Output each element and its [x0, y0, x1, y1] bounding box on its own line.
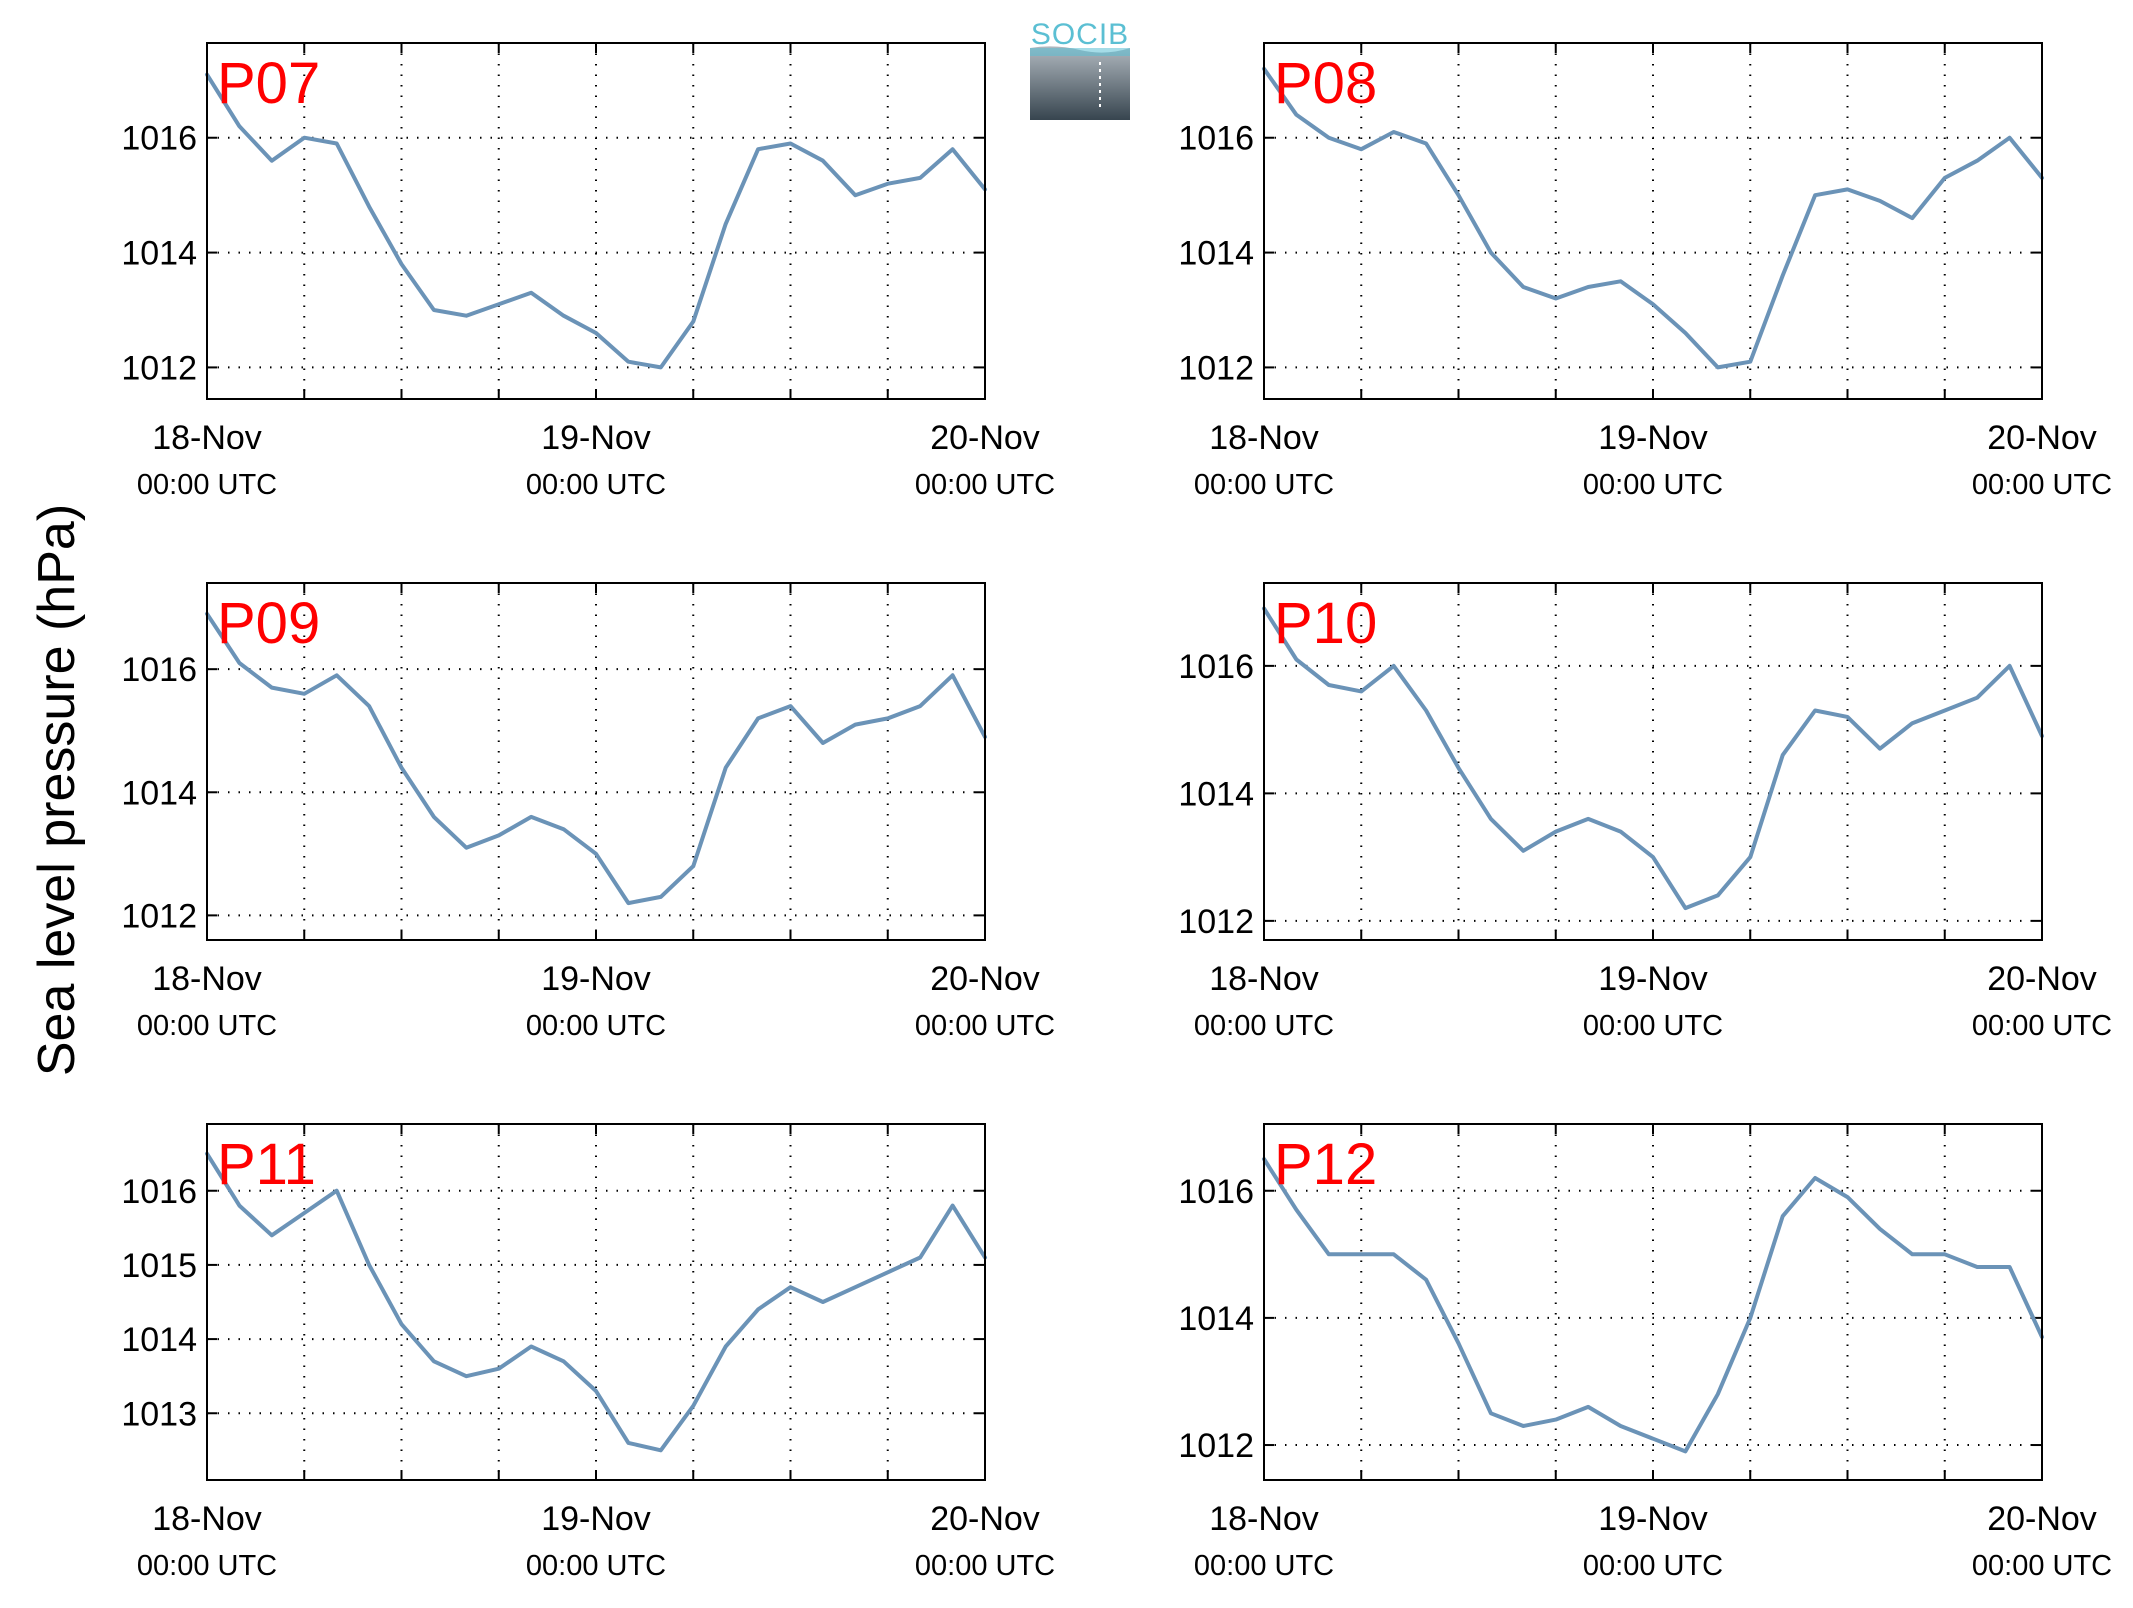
- axes-frame: [1263, 1123, 2043, 1481]
- y-tick-label: 1014: [1178, 235, 1254, 273]
- x-tick-label-date: 20-Nov: [1987, 419, 2097, 457]
- series-line: [1262, 1157, 2044, 1454]
- y-tick-label: 1016: [1178, 120, 1254, 158]
- y-axis-label: Sea level pressure (hPa): [28, 504, 86, 1076]
- x-tick-label-time: 00:00 UTC: [526, 1010, 666, 1042]
- x-tick-label-date: 18-Nov: [1209, 960, 1319, 998]
- x-tick-label-date: 18-Nov: [152, 1500, 262, 1538]
- x-tick-label-time: 00:00 UTC: [1583, 1010, 1723, 1042]
- x-tick-label-time: 00:00 UTC: [1583, 1550, 1723, 1582]
- panel-label: P10: [1274, 591, 1377, 656]
- x-tick-label-time: 00:00 UTC: [137, 1550, 277, 1582]
- x-tick-label-date: 20-Nov: [1987, 960, 2097, 998]
- x-tick-label-time: 00:00 UTC: [915, 469, 1055, 501]
- y-tick-label: 1012: [121, 349, 197, 387]
- x-tick-label-time: 00:00 UTC: [137, 469, 277, 501]
- panel-label: P08: [1274, 51, 1377, 116]
- panel-p08: 1012 1014 1016 18-Nov 00:00 UTC 19-Nov 00:00 U…: [1178, 42, 2112, 501]
- y-tick-label: 1012: [121, 897, 197, 935]
- y-tick-label: 1016: [121, 120, 197, 158]
- x-tick-label-date: 20-Nov: [930, 960, 1040, 998]
- y-tick-label: 1014: [1178, 1300, 1254, 1338]
- panel-label: P07: [217, 51, 320, 116]
- series-line: [205, 1151, 987, 1453]
- x-tick-label-time: 00:00 UTC: [1972, 1550, 2112, 1582]
- series-line: [1262, 606, 2044, 911]
- y-tick-label: 1016: [121, 1173, 197, 1211]
- x-tick-label-date: 18-Nov: [1209, 1500, 1319, 1538]
- y-tick-label: 1016: [121, 651, 197, 689]
- y-tick-label: 1014: [121, 774, 197, 812]
- x-tick-label-time: 00:00 UTC: [1583, 469, 1723, 501]
- panel-p10: 1012 1014 1016 18-Nov 00:00 UTC 19-Nov 00:00 U…: [1178, 582, 2112, 1042]
- panel-p09: 1012 1014 1016 18-Nov 00:00 UTC 19-Nov 00:00 U…: [121, 582, 1055, 1042]
- y-tick-label: 1012: [1178, 1427, 1254, 1465]
- x-tick-label-time: 00:00 UTC: [1194, 1010, 1334, 1042]
- y-tick-label: 1016: [1178, 648, 1254, 686]
- x-tick-label-time: 00:00 UTC: [526, 469, 666, 501]
- axes-frame: [206, 1123, 986, 1481]
- x-tick-label-date: 20-Nov: [1987, 1500, 2097, 1538]
- panel-label: P11: [217, 1132, 316, 1197]
- axes-frame: [1263, 582, 2043, 941]
- panels-container: 1012 1014 1016 18-Nov 00:00 UTC 19-Nov 00:00 U…: [121, 42, 2112, 1582]
- y-tick-label: 1014: [121, 235, 197, 273]
- x-tick-label-time: 00:00 UTC: [526, 1550, 666, 1582]
- x-tick-label-time: 00:00 UTC: [915, 1550, 1055, 1582]
- series-line: [205, 611, 987, 906]
- x-tick-label-time: 00:00 UTC: [1972, 1010, 2112, 1042]
- y-tick-label: 1016: [1178, 1173, 1254, 1211]
- x-tick-label-time: 00:00 UTC: [137, 1010, 277, 1042]
- panel-label: P12: [1274, 1132, 1377, 1197]
- y-tick-label: 1012: [1178, 349, 1254, 387]
- series-line: [205, 72, 987, 370]
- x-tick-label-time: 00:00 UTC: [915, 1010, 1055, 1042]
- x-tick-label-date: 18-Nov: [152, 960, 262, 998]
- x-tick-label-date: 19-Nov: [541, 960, 651, 998]
- panel-p11: 1013 1014 1015 1016 18-Nov 00:00 UTC 19-Nov 00:…: [121, 1123, 1055, 1582]
- panel-p07: 1012 1014 1016 18-Nov 00:00 UTC 19-Nov 00:00 U…: [121, 42, 1055, 501]
- x-tick-label-date: 20-Nov: [930, 419, 1040, 457]
- x-tick-label-date: 19-Nov: [1598, 960, 1708, 998]
- x-tick-label-date: 19-Nov: [541, 419, 651, 457]
- x-tick-label-time: 00:00 UTC: [1972, 469, 2112, 501]
- axes-frame: [1263, 42, 2043, 400]
- x-tick-label-date: 19-Nov: [541, 1500, 651, 1538]
- logo-wordmark: SOCIB: [1031, 18, 1129, 51]
- y-tick-label: 1013: [121, 1395, 197, 1433]
- socib-logo: SOCIB: [1030, 18, 1130, 120]
- panel-label: P09: [217, 591, 320, 656]
- x-tick-label-date: 19-Nov: [1598, 419, 1708, 457]
- x-tick-label-time: 00:00 UTC: [1194, 1550, 1334, 1582]
- x-tick-label-date: 18-Nov: [1209, 419, 1319, 457]
- x-tick-label-time: 00:00 UTC: [1194, 469, 1334, 501]
- axes-frame: [206, 582, 986, 941]
- series-line: [1262, 66, 2044, 370]
- x-tick-label-date: 18-Nov: [152, 419, 262, 457]
- x-tick-label-date: 19-Nov: [1598, 1500, 1708, 1538]
- y-tick-label: 1014: [121, 1321, 197, 1359]
- y-tick-label: 1012: [1178, 903, 1254, 941]
- x-tick-label-date: 20-Nov: [930, 1500, 1040, 1538]
- y-tick-label: 1015: [121, 1247, 197, 1285]
- y-tick-label: 1014: [1178, 775, 1254, 813]
- axes-frame: [206, 42, 986, 400]
- panel-p12: 1012 1014 1016 18-Nov 00:00 UTC 19-Nov 00:00 U…: [1178, 1123, 2112, 1582]
